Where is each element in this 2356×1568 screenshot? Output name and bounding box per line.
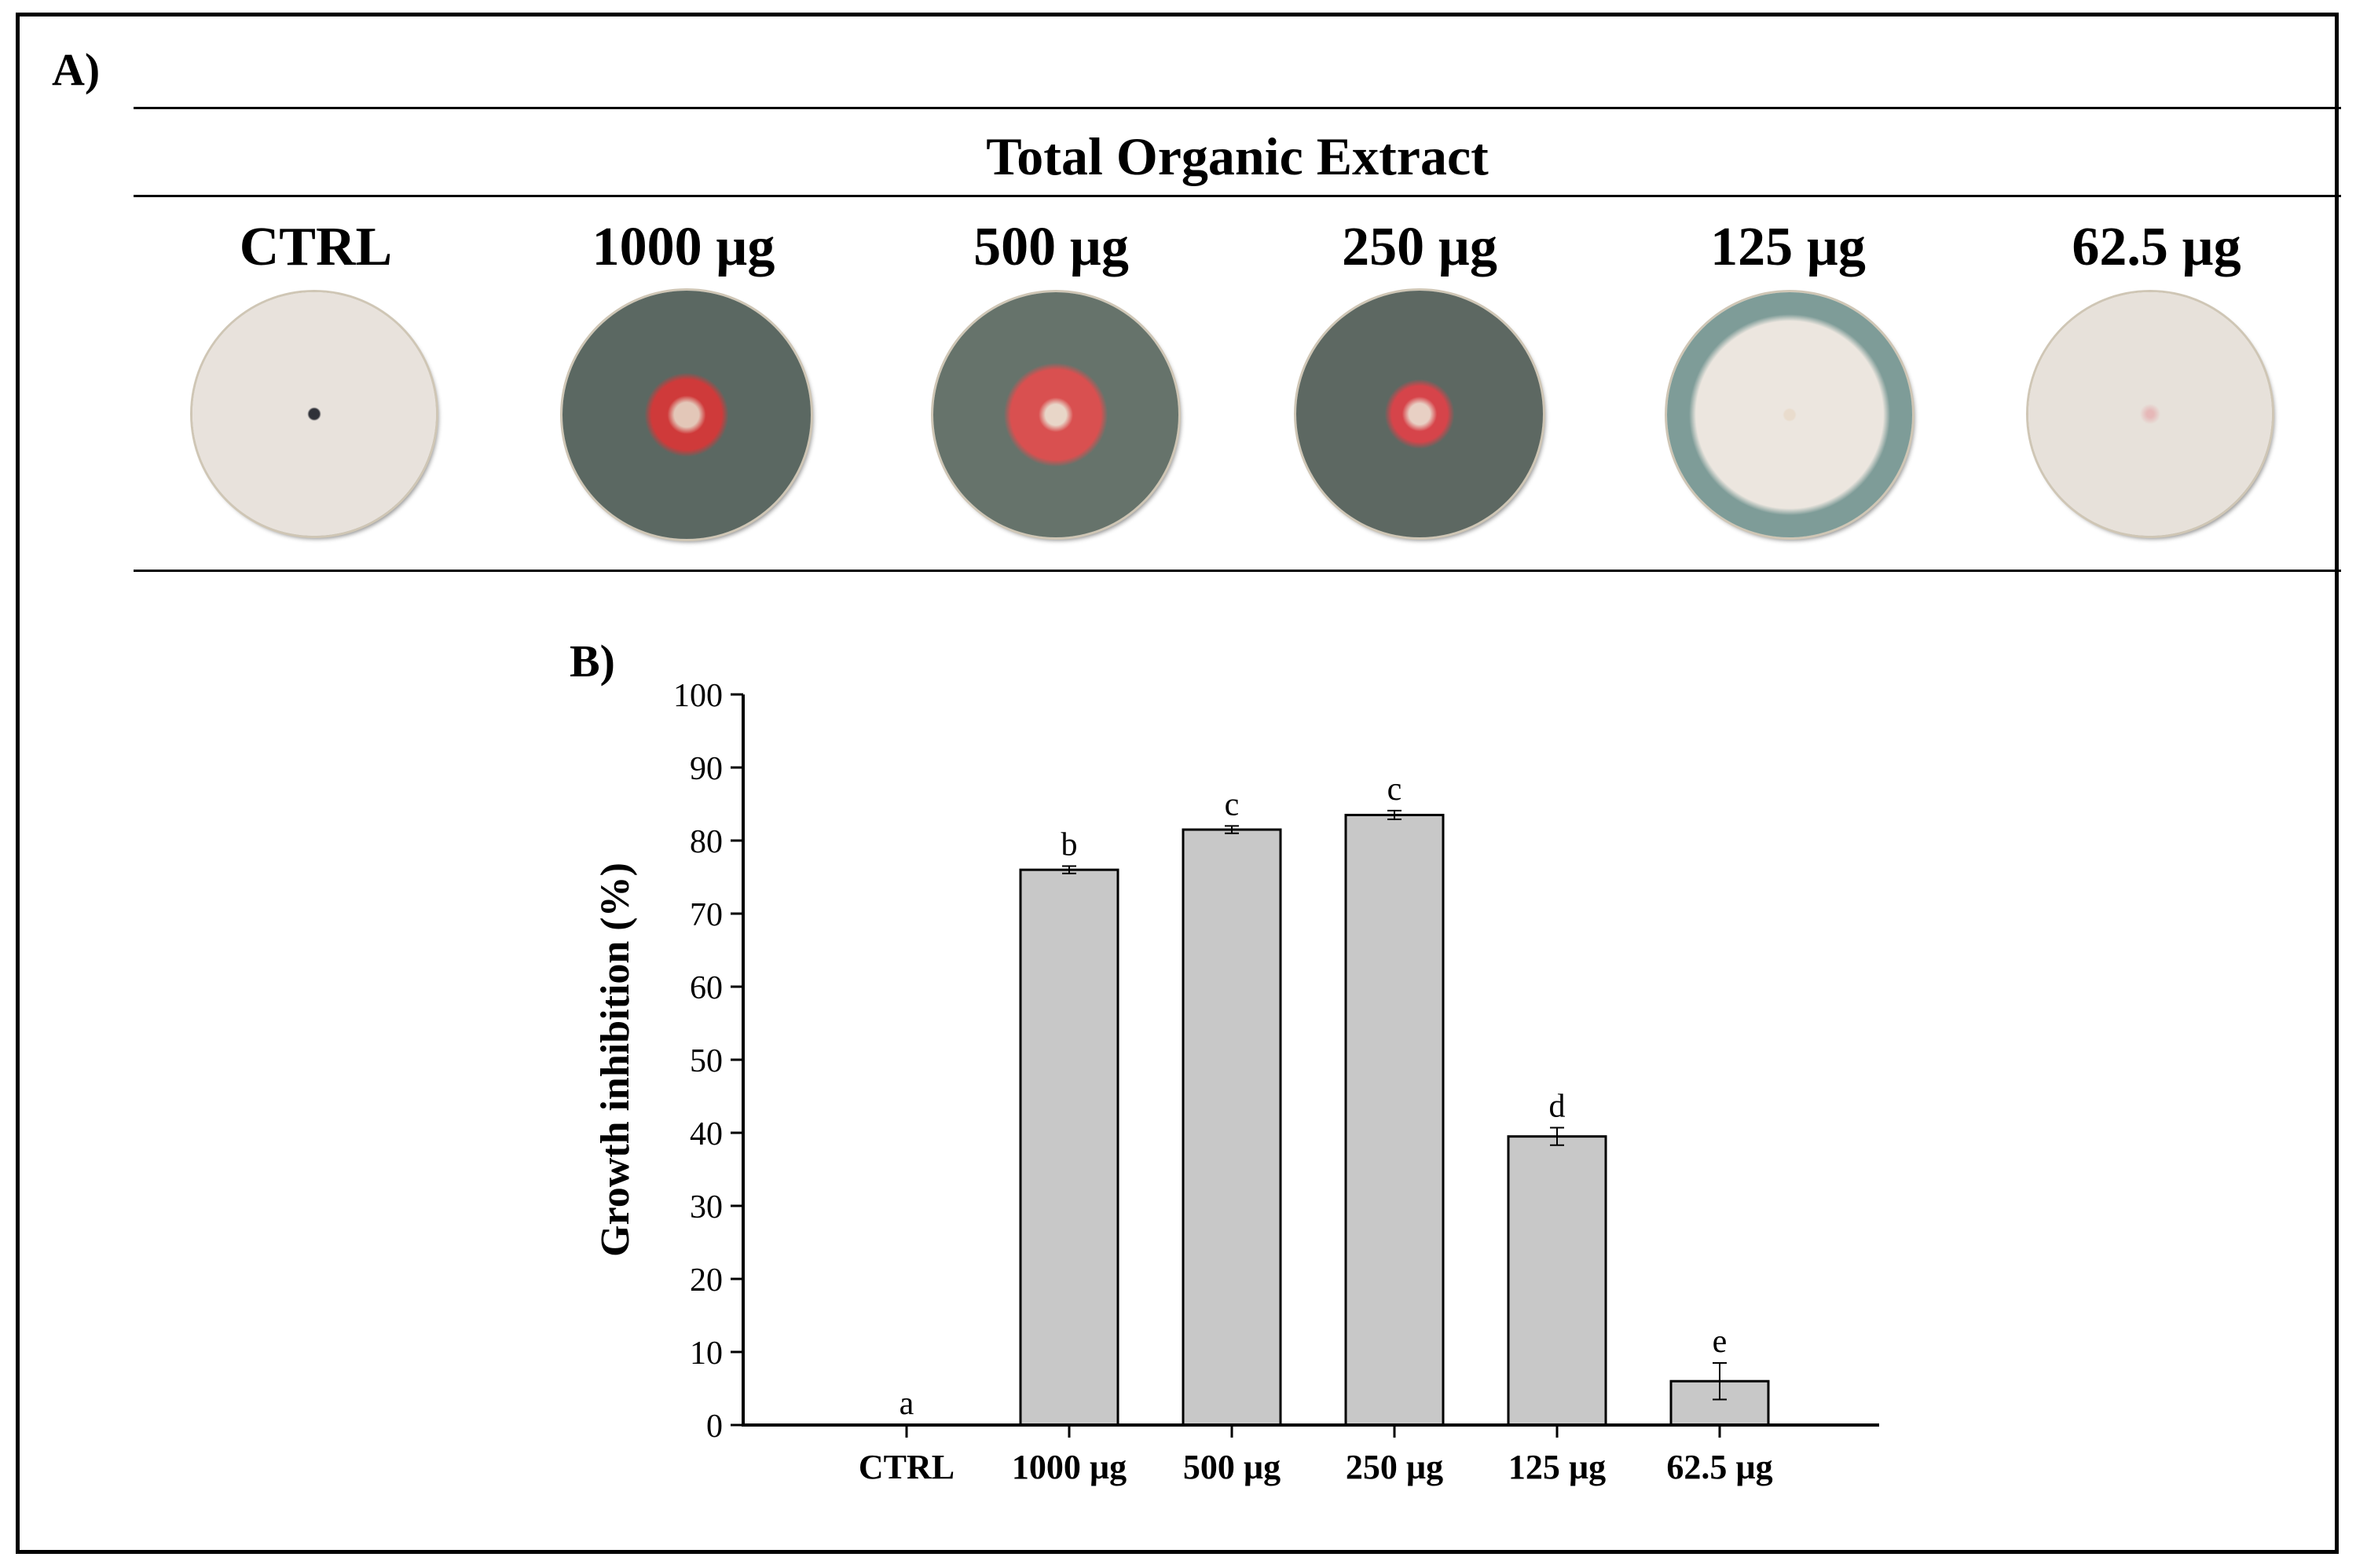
y-tick-label: 60 — [690, 970, 723, 1006]
plate-label-62-5: 62.5 µg — [2072, 217, 2241, 277]
x-tick-label: 1000 µg — [1012, 1448, 1127, 1486]
title-rule — [134, 195, 2341, 197]
x-tick-label: 500 µg — [1183, 1448, 1281, 1486]
x-tick-label: 62.5 µg — [1666, 1448, 1772, 1486]
y-tick-label: 0 — [706, 1409, 723, 1445]
plate-label-125: 125 µg — [1710, 217, 1866, 277]
bar — [1344, 813, 1445, 1427]
significance-letter: c — [1225, 786, 1240, 822]
bar — [1182, 828, 1282, 1427]
panel-a-label: A) — [52, 44, 101, 95]
petri-dish-250 — [1296, 291, 1543, 537]
plate-label-250: 250 µg — [1342, 217, 1497, 277]
plate-label-500: 500 µg — [973, 217, 1129, 277]
y-tick-label: 10 — [690, 1335, 723, 1372]
x-tick-label: 125 µg — [1508, 1448, 1606, 1486]
y-tick-label: 30 — [690, 1189, 723, 1225]
panel-b-label: B) — [570, 636, 615, 687]
figure-frame — [16, 13, 2339, 1554]
petri-dish-125 — [1667, 292, 1912, 537]
y-tick-label: 70 — [690, 897, 723, 933]
top-rule — [134, 107, 2341, 109]
panel-a-bottom-rule — [134, 570, 2341, 572]
petri-dish-1000 — [562, 291, 811, 539]
significance-letter: b — [1061, 827, 1078, 863]
petri-dish-ctrl — [192, 292, 436, 536]
petri-dish-500 — [933, 292, 1178, 537]
significance-letter: e — [1713, 1324, 1728, 1360]
significance-letter: d — [1549, 1088, 1566, 1124]
y-tick-label: 80 — [690, 824, 723, 860]
y-tick-label: 20 — [690, 1262, 723, 1299]
x-tick-label: CTRL — [859, 1448, 954, 1486]
extract-title: Total Organic Extract — [986, 126, 1489, 186]
significance-letter: a — [900, 1386, 914, 1422]
significance-letter: c — [1387, 771, 1402, 808]
x-tick-label: 250 µg — [1346, 1448, 1443, 1486]
bar — [1507, 1135, 1607, 1427]
bar-series: a CTRL b 1000 µg c 500 µg c 250 µg d 125 µg e 62.5 … — [859, 771, 1773, 1486]
y-tick-label: 100 — [673, 678, 723, 714]
plate-label-ctrl: CTRL — [239, 217, 393, 277]
plate-label-1000: 1000 µg — [592, 217, 775, 277]
petri-dish-62-5 — [2028, 292, 2272, 536]
y-tick-label: 90 — [690, 751, 723, 787]
y-axis-title: Growth inhibition (%) — [593, 863, 638, 1257]
bar — [1019, 868, 1119, 1427]
y-axis-ticks: 0 10 20 30 40 50 60 70 80 90 100 — [673, 678, 743, 1445]
y-tick-label: 40 — [690, 1116, 723, 1152]
y-tick-label: 50 — [690, 1043, 723, 1079]
